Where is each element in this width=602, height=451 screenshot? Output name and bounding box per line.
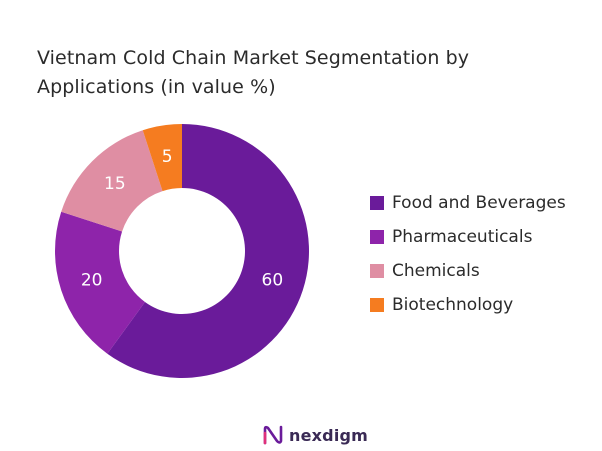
legend-swatch <box>370 264 384 278</box>
brand-name: nexdigm <box>289 425 369 445</box>
nexdigm-logo-icon <box>263 425 283 445</box>
legend-item-chemicals: Chemicals <box>370 254 566 288</box>
legend-swatch <box>370 298 384 312</box>
slice-value-label: 5 <box>162 147 173 167</box>
slice-value-label: 20 <box>81 270 103 290</box>
donut-slices <box>55 124 309 378</box>
brand-logo: nexdigm <box>262 424 368 446</box>
donut-slice-pharmaceuticals <box>55 211 145 354</box>
legend-label: Biotechnology <box>392 295 514 315</box>
legend-label: Chemicals <box>392 261 480 281</box>
chart-title-line-2: Applications (in value %) <box>37 76 276 98</box>
legend-swatch <box>370 196 384 210</box>
slice-value-label: 60 <box>262 270 284 290</box>
chart-title: Vietnam Cold Chain Market Segmentation b… <box>37 44 557 102</box>
legend-item-food-and-beverages: Food and Beverages <box>370 186 566 220</box>
donut-slice-chemicals <box>61 130 163 232</box>
legend: Food and Beverages Pharmaceuticals Chemi… <box>370 186 566 322</box>
legend-item-biotechnology: Biotechnology <box>370 288 566 322</box>
donut-slice-biotechnology <box>142 124 182 192</box>
legend-label: Food and Beverages <box>392 193 566 213</box>
legend-swatch <box>370 230 384 244</box>
legend-item-pharmaceuticals: Pharmaceuticals <box>370 220 566 254</box>
legend-label: Pharmaceuticals <box>392 227 533 247</box>
slice-labels: 60 20 15 5 <box>81 147 283 290</box>
chart-title-line-1: Vietnam Cold Chain Market Segmentation b… <box>37 47 470 69</box>
slice-value-label: 15 <box>104 174 126 194</box>
donut-slice-food-and-beverages <box>107 124 309 378</box>
